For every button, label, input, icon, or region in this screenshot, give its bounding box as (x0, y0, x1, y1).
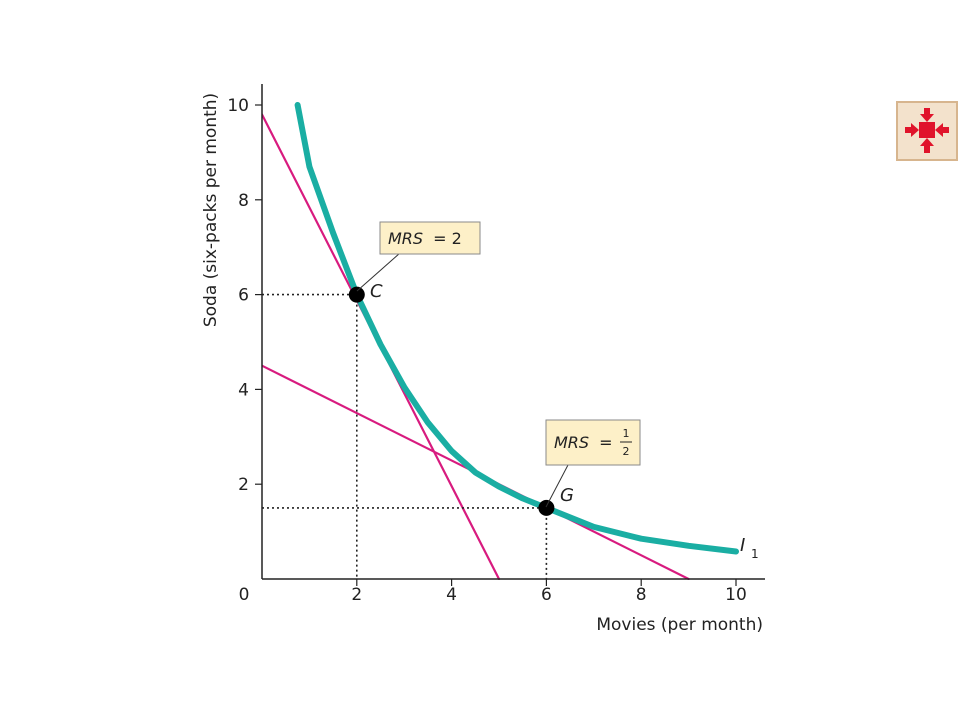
callout-c-prefix: MRS (388, 229, 423, 248)
callout-g-frac-den: 2 (623, 445, 630, 458)
expand-arrows-icon (905, 108, 949, 153)
x-tick-label: 2 (351, 585, 362, 605)
y-tick-label: 6 (238, 286, 249, 306)
callout-g: MRS = 1 2 (545, 419, 641, 508)
curve-label: I 1 (740, 535, 759, 561)
svg-text:MRS =: MRS = (554, 433, 613, 452)
svg-text:MRS = 2: MRS = 2 (388, 229, 462, 248)
x-tick-label: 6 (541, 585, 552, 605)
callout-g-prefix: MRS (554, 433, 589, 452)
callout-g-frac-num: 1 (623, 427, 630, 440)
callout-g-leader (545, 464, 569, 508)
curve-label-sub: 1 (751, 547, 759, 561)
callout-c: MRS = 2 (356, 221, 481, 292)
y-tick-label: 10 (227, 96, 249, 116)
x-tick-label: 8 (636, 585, 647, 605)
curve-label-main: I (740, 535, 745, 556)
point-g (538, 499, 555, 516)
callout-c-suffix: = 2 (433, 229, 462, 248)
point-c (348, 286, 365, 303)
callout-g-suffix: = (599, 433, 612, 452)
expand-nav-button[interactable] (896, 101, 958, 161)
indifference-curve-line (294, 102, 739, 555)
x-tick-label: 10 (725, 585, 747, 605)
callout-c-leader (356, 252, 401, 292)
callout-c-box (379, 221, 481, 255)
y-tick-label: 2 (238, 475, 249, 495)
x-axis-title: Movies (per month) (596, 615, 763, 635)
point-c-label: C (370, 281, 383, 302)
y-tick-label: 8 (238, 191, 249, 211)
y-tick-label: 4 (238, 380, 249, 400)
x-tick-label: 4 (446, 585, 457, 605)
y-axis-title: Soda (six-packs per month) (201, 93, 221, 327)
x-tick-label: 0 (239, 585, 250, 605)
point-g-label: G (560, 485, 574, 506)
